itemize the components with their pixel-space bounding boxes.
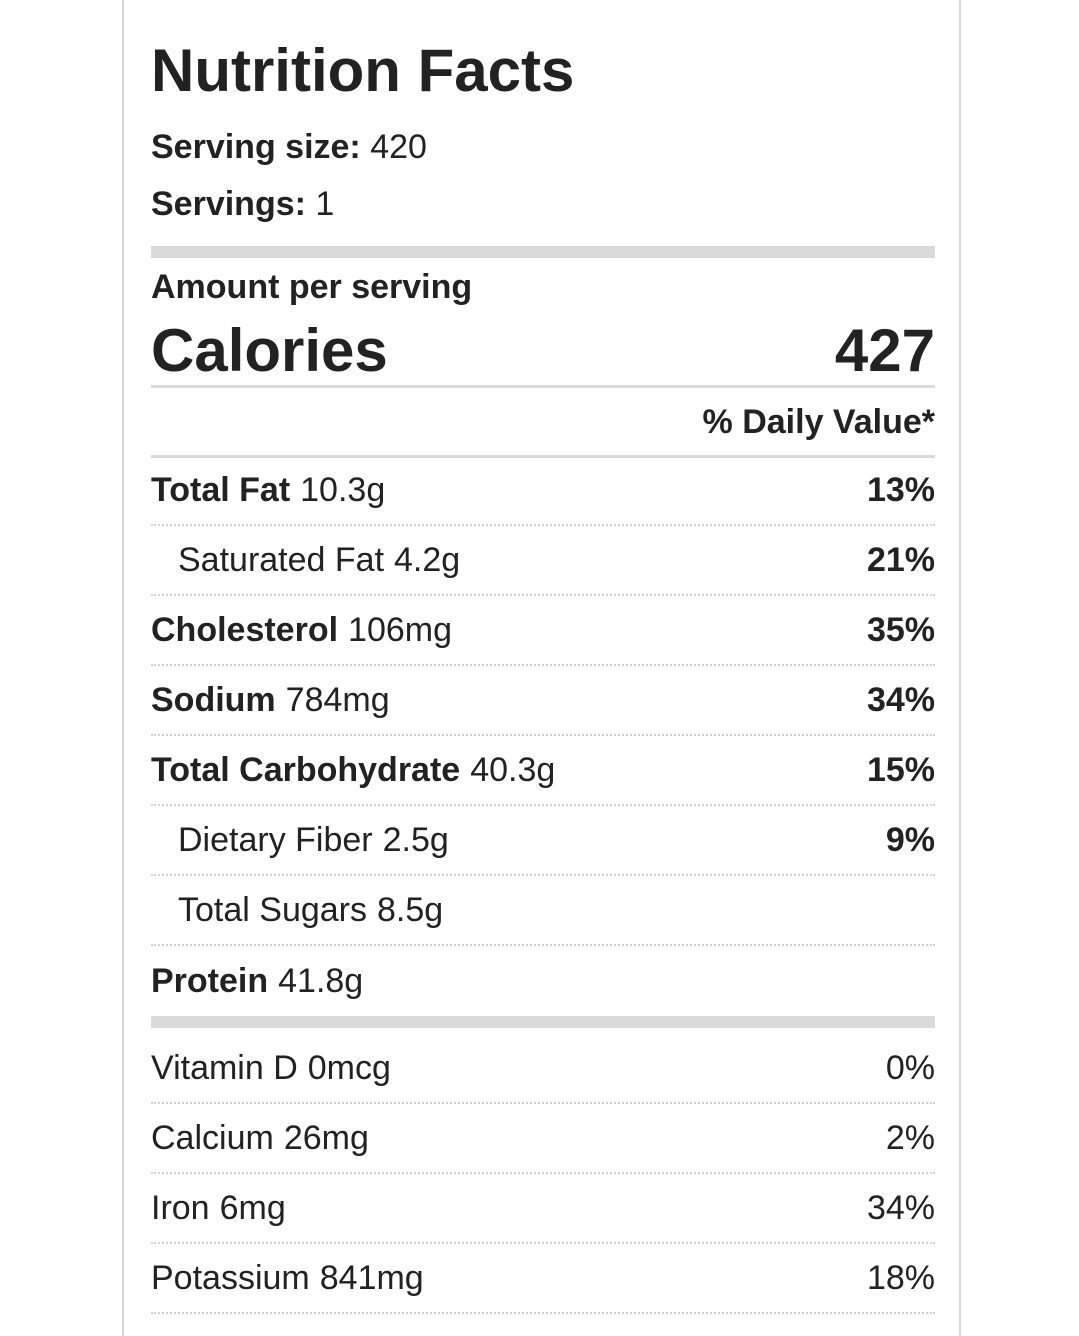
nutrient-name: Cholesterol [151,610,339,649]
nutrient-name: Calcium [151,1118,274,1157]
nutrient-row: Total Carbohydrate 40.3g 15% [151,736,935,806]
daily-value: 21% [866,540,935,579]
nutrient-name: Total Fat [151,470,291,509]
daily-value: 2% [885,1118,935,1157]
calories-row: Calories 427 [151,315,935,385]
daily-value: 34% [866,680,935,719]
daily-value: 9% [885,820,935,859]
nutrient-list: Total Fat 10.3g 13% Saturated Fat 4.2g 21% Cho… [151,456,935,1314]
nutrient-amount: 8.5g [377,890,444,929]
calories-value: 427 [834,316,935,384]
nutrient-row: Calcium 26mg 2% [151,1104,935,1174]
nutrient-name: Total Carbohydrate [151,750,461,789]
nutrient-amount: 40.3g [470,750,556,789]
serving-size: Serving size: 420 [151,127,935,167]
nutrient-amount: 6mg [219,1188,286,1227]
nutrient-amount: 41.8g [278,961,364,1000]
value: 1 [315,184,335,223]
nutrient-row: Saturated Fat 4.2g 21% [151,526,935,596]
daily-value: 0% [885,1048,935,1087]
calories-label: Calories [151,316,388,384]
nutrient-amount: 26mg [283,1118,369,1157]
nutrient-row: Protein 41.8g [151,946,935,1016]
nutrient-name: Dietary Fiber [178,820,373,859]
label: Serving size: [151,127,361,166]
nutrient-amount: 0mcg [307,1048,391,1087]
nutrient-name: Protein [151,961,269,1000]
nutrient-amount: 106mg [348,610,453,649]
daily-value-heading: % Daily Value* [702,402,935,441]
label: Servings: [151,184,306,223]
daily-value: 34% [866,1188,935,1227]
nutrient-name: Total Sugars [178,890,367,929]
nutrient-row: Iron 6mg 34% [151,1174,935,1244]
nutrient-row: Total Sugars 8.5g [151,876,935,946]
daily-value: 15% [866,750,935,789]
amount-heading: Amount per serving [151,267,473,306]
nutrient-row: Potassium 841mg 18% [151,1244,935,1314]
daily-value: 18% [866,1258,935,1297]
nutrient-amount: 4.2g [394,540,461,579]
thick-rule [151,246,935,258]
nutrient-name: Iron [151,1188,210,1227]
nutrient-row: Cholesterol 106mg 35% [151,596,935,666]
rule [151,455,935,458]
nutrient-row: Total Fat 10.3g 13% [151,456,935,526]
nutrient-name: Sodium [151,680,276,719]
nutrient-row: Sodium 784mg 34% [151,666,935,736]
nutrient-row: Dietary Fiber 2.5g 9% [151,806,935,876]
rule [151,385,935,388]
nutrient-name: Potassium [151,1258,310,1297]
value: 420 [370,127,427,166]
nutrient-amount: 784mg [285,680,390,719]
nutrient-row: Vitamin D 0mcg 0% [151,1034,935,1104]
nutrient-amount: 2.5g [382,820,449,859]
nutrient-amount: 10.3g [300,470,386,509]
nutrient-amount: 841mg [319,1258,424,1297]
thick-rule [151,1016,935,1028]
daily-value: 13% [866,470,935,509]
servings: Servings: 1 [151,184,935,224]
daily-value: 35% [866,610,935,649]
nutrient-name: Vitamin D [151,1048,298,1087]
title: Nutrition Facts [151,36,575,104]
nutrition-label: Nutrition Facts Serving size: 420 Servin… [122,0,961,1336]
nutrient-name: Saturated Fat [178,540,385,579]
